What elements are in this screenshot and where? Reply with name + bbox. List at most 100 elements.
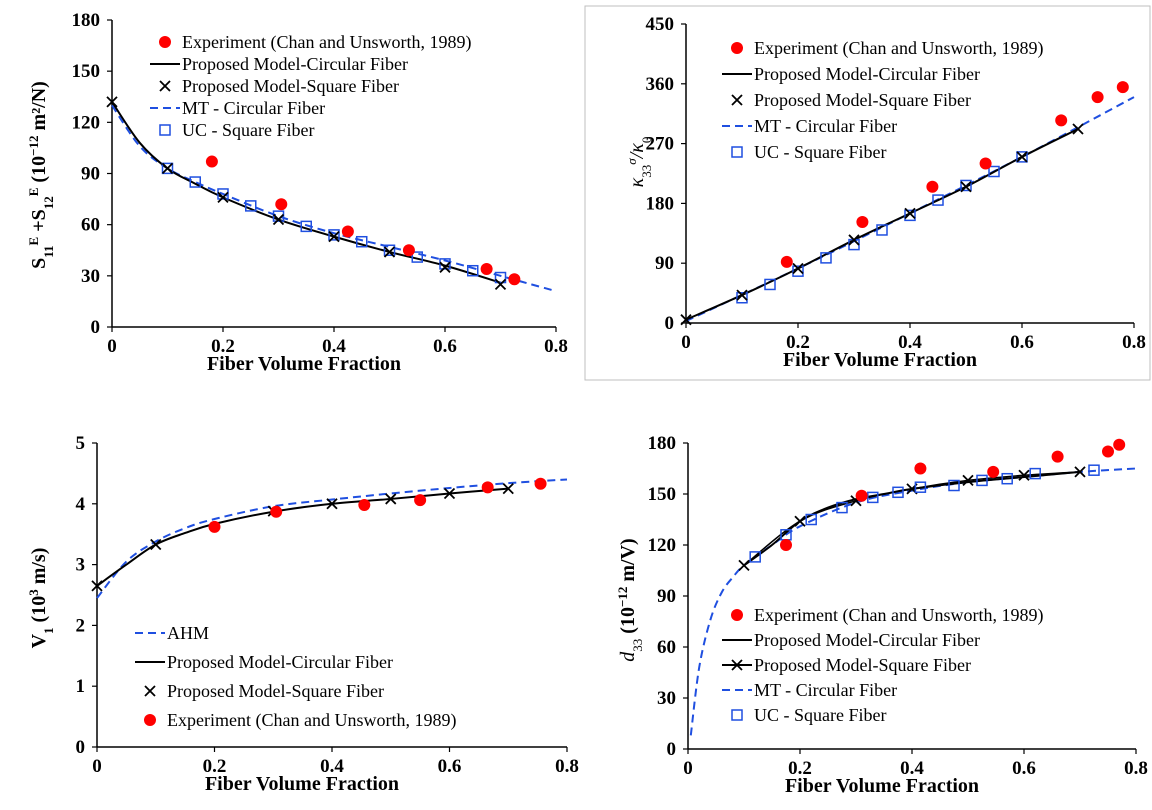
- data-point: [439, 261, 451, 273]
- data-point: [780, 255, 793, 268]
- data-point: [820, 252, 832, 264]
- data-point: [1102, 445, 1114, 458]
- data-point: [914, 481, 927, 493]
- data-point: [414, 494, 427, 507]
- chart-p1: 0 0.2 0.4 0.6 0.8 0 30 60 90 120 150 180 Fiber Volum…: [26, 10, 568, 375]
- x-axis-label: Fiber Volume Fraction: [205, 773, 399, 795]
- x-axis-label: Fiber Volume Fraction: [785, 775, 979, 797]
- legend-label: Proposed Model-Square Fiber: [754, 90, 971, 110]
- data-point: [208, 520, 221, 533]
- y-axis-label: V1 (103 m/s): [26, 548, 56, 649]
- legend-label: UC - Square Fiber: [754, 705, 886, 725]
- data-point: [988, 165, 1000, 178]
- data-point: [738, 559, 750, 572]
- ylabel-part: m/s): [28, 548, 50, 590]
- ylabel-part: 33: [639, 165, 654, 178]
- data-point: [892, 486, 904, 499]
- y-tick-label: 60: [81, 215, 100, 236]
- y-tick-label: 180: [646, 193, 675, 214]
- legend-label: Experiment (Chan and Unsworth, 1989): [182, 32, 471, 53]
- x-axis-label: Fiber Volume Fraction: [783, 349, 977, 371]
- ylabel-part: E: [26, 237, 41, 246]
- data-point: [481, 481, 494, 494]
- data-point: [987, 465, 1000, 478]
- data-point: [328, 230, 340, 243]
- data-point: [502, 482, 514, 495]
- x-tick-label: 0.8: [1124, 758, 1148, 779]
- y-tick-label: 0: [667, 739, 677, 760]
- legend-label: MT - Circular Fiber: [182, 98, 325, 118]
- data-point: [217, 191, 229, 204]
- legend-label: MT - Circular Fiber: [754, 680, 897, 700]
- data-point: [792, 265, 804, 277]
- data-point: [805, 513, 817, 526]
- data-point: [144, 714, 156, 726]
- x-tick-label: 0.6: [1012, 758, 1036, 779]
- data-point: [794, 515, 806, 527]
- data-point: [189, 176, 201, 188]
- data-point: [1116, 81, 1129, 94]
- data-point: [1072, 123, 1084, 135]
- y-axis-label: S11E +S12E (10−12 m²/N): [26, 81, 56, 269]
- data-point: [976, 474, 988, 487]
- legend-label: Proposed Model-Circular Fiber: [167, 652, 393, 672]
- data-point: [680, 314, 692, 326]
- ylabel-part: E: [26, 188, 41, 197]
- y-tick-label: 90: [655, 253, 674, 274]
- data-point: [749, 551, 761, 563]
- y-tick-label: 30: [81, 266, 100, 287]
- series-blue-dash: [111, 104, 557, 293]
- x-axis-label: Fiber Volume Fraction: [207, 353, 401, 375]
- data-point: [904, 209, 916, 222]
- series-blue-dash: [96, 478, 568, 599]
- x-tick-label: 0.8: [1122, 332, 1146, 353]
- data-point: [494, 278, 507, 290]
- data-point: [159, 124, 171, 136]
- y-tick-label: 5: [76, 433, 86, 454]
- legend-label: AHM: [167, 623, 209, 643]
- data-point: [272, 213, 285, 226]
- y-tick-label: 120: [72, 112, 101, 133]
- data-point: [1016, 151, 1028, 163]
- x-tick-label: 0.8: [544, 336, 568, 357]
- data-point: [948, 479, 960, 492]
- ylabel-part: (10: [28, 596, 50, 628]
- data-point: [764, 278, 776, 291]
- ylabel-part: m/V): [617, 538, 639, 586]
- data-point: [402, 244, 415, 257]
- data-point: [217, 188, 229, 200]
- data-point: [960, 181, 972, 193]
- y-tick-label: 150: [72, 61, 101, 82]
- y-tick-label: 3: [76, 555, 86, 576]
- ylabel-part: V: [28, 633, 50, 648]
- data-point: [494, 271, 507, 284]
- ylabel-part: /κ: [626, 143, 648, 160]
- data-point: [385, 493, 397, 505]
- x-tick-label: 0.2: [203, 756, 227, 777]
- legend-label: Proposed Model-Circular Fiber: [754, 630, 980, 650]
- ylabel-part: −12: [615, 587, 630, 607]
- data-point: [932, 194, 944, 206]
- y-tick-label: 0: [91, 317, 101, 338]
- chart-p2: 0 0.2 0.4 0.6 0.8 0 90 180 270 360 450 Fiber Volume…: [584, 5, 1151, 381]
- data-point: [856, 216, 869, 229]
- y-tick-label: 120: [648, 535, 677, 556]
- y-tick-label: 30: [657, 688, 676, 709]
- data-point: [962, 474, 974, 487]
- data-point: [358, 499, 371, 512]
- data-point: [326, 498, 338, 510]
- data-point: [731, 94, 743, 106]
- chart-frame: [584, 5, 1151, 381]
- data-point: [270, 505, 283, 518]
- y-tick-label: 180: [648, 433, 677, 454]
- y-axis-label: κ33σ/κ0: [624, 137, 654, 188]
- legend-label: Proposed Model-Circular Fiber: [754, 64, 980, 84]
- ylabel-part: 11: [41, 245, 56, 257]
- x-tick-label: 0: [107, 336, 117, 357]
- x-tick-label: 0: [92, 756, 102, 777]
- data-point: [731, 146, 743, 158]
- data-point: [792, 262, 804, 275]
- data-point: [867, 491, 879, 504]
- x-tick-label: 0.2: [211, 336, 235, 357]
- data-point: [480, 263, 493, 276]
